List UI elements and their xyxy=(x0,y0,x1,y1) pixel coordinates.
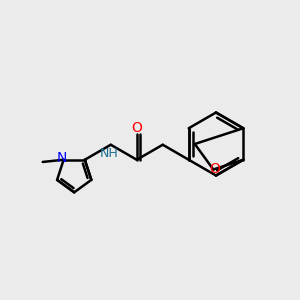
Text: NH: NH xyxy=(100,147,119,160)
Text: O: O xyxy=(131,121,142,135)
Text: N: N xyxy=(57,151,67,165)
Text: O: O xyxy=(209,163,220,176)
